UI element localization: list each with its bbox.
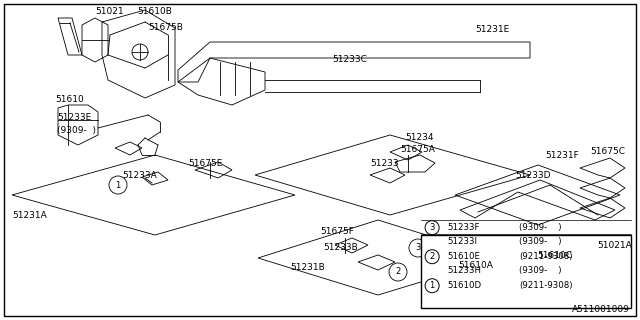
Text: 51675C: 51675C [590,148,625,156]
Text: 51021: 51021 [95,7,124,17]
Text: 51675A: 51675A [400,146,435,155]
Text: (9309-    ): (9309- ) [519,237,562,246]
Text: (9309-    ): (9309- ) [519,266,562,275]
Text: 51610B: 51610B [137,7,172,17]
Text: 51233E: 51233E [57,114,92,123]
Text: 3: 3 [415,244,420,252]
Text: 2: 2 [396,268,401,276]
Text: 51610A: 51610A [458,260,493,269]
Text: 3: 3 [429,223,435,232]
Text: A511001009: A511001009 [572,306,630,315]
Text: 1: 1 [115,180,120,189]
Text: 51233: 51233 [370,158,399,167]
Text: 1: 1 [429,281,435,290]
Text: 51675E: 51675E [188,158,222,167]
Text: 51233H: 51233H [447,266,481,275]
Text: 51233A: 51233A [122,171,157,180]
Text: 51675B: 51675B [148,23,183,33]
Text: 51610: 51610 [55,95,84,105]
Text: 51233C: 51233C [332,55,367,65]
Text: (9211-9308): (9211-9308) [519,252,573,261]
Text: (9309-    ): (9309- ) [519,223,562,232]
Text: (9211-9308): (9211-9308) [519,281,573,290]
Text: 51233I: 51233I [447,237,477,246]
Text: 51610D: 51610D [447,281,481,290]
Text: (9309-  ): (9309- ) [57,125,96,134]
Text: 51675F: 51675F [320,228,354,236]
Bar [421,235,631,308]
Text: 51233F: 51233F [447,223,479,232]
Text: 51610E: 51610E [447,252,480,261]
Text: 51231F: 51231F [545,150,579,159]
Text: 2: 2 [429,252,435,261]
Text: 51021A: 51021A [597,241,632,250]
Text: 51233D: 51233D [515,171,550,180]
Text: 51610C: 51610C [537,251,572,260]
Text: 51234: 51234 [405,133,433,142]
Text: 51231A: 51231A [12,211,47,220]
Text: 51231B: 51231B [290,263,324,273]
Text: 51231E: 51231E [475,26,509,35]
Text: 51233B: 51233B [323,244,358,252]
